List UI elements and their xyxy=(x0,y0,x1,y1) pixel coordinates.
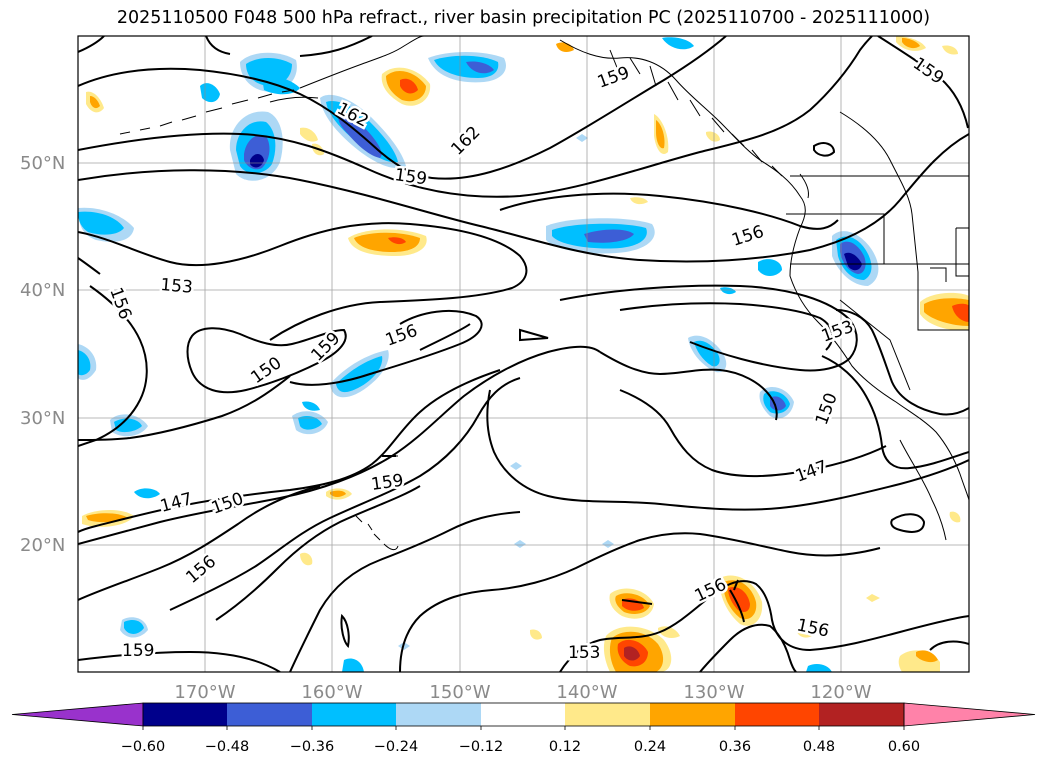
colorbar-segment xyxy=(735,703,819,726)
orange-feature xyxy=(949,511,961,523)
orange-feature xyxy=(902,38,920,49)
colorbar-frame xyxy=(142,702,905,727)
blue-feature xyxy=(720,287,736,295)
contours xyxy=(78,36,969,672)
lon-label-130w: 130°W xyxy=(683,682,744,703)
orange-feature xyxy=(658,626,680,638)
blue-feature xyxy=(844,252,862,271)
lat-label-20n: 20°N xyxy=(20,535,65,556)
blue-feature xyxy=(806,664,832,672)
orange-feature xyxy=(728,586,750,612)
colorbar-labels: −0.60 −0.48 −0.36 −0.24 −0.12 0.12 0.24 … xyxy=(121,739,920,755)
blue-feature xyxy=(250,154,264,168)
blue-feature xyxy=(134,488,160,499)
blue-feature xyxy=(78,350,91,376)
colorbar-segment xyxy=(650,703,735,726)
colorbar-tick-label: 0.60 xyxy=(888,739,920,755)
colorbar-extend-high xyxy=(903,702,1036,727)
colorbar-tick-label: 0.12 xyxy=(549,739,581,755)
colorbar-tick-label: −0.24 xyxy=(374,739,418,755)
orange-feature xyxy=(630,197,648,205)
blue-feature xyxy=(694,340,720,367)
blue-feature xyxy=(758,259,782,276)
graticule xyxy=(78,36,969,672)
blue-feature xyxy=(336,356,383,393)
contour-label: 153 xyxy=(568,643,600,663)
lon-labels: 170°W 160°W 150°W 140°W 130°W 120°W xyxy=(174,682,871,703)
colorbar-tick-label: −0.48 xyxy=(205,739,249,755)
orange-feature xyxy=(90,96,100,109)
lon-label-170w: 170°W xyxy=(174,682,235,703)
colorbar-segment xyxy=(143,703,227,726)
colorbar-tick-label: −0.60 xyxy=(121,739,165,755)
colorbar-segment xyxy=(227,703,312,726)
map-area: 162 162 159 159 159 159 159 159 159 156 … xyxy=(78,36,969,672)
blue-feature xyxy=(114,418,142,433)
orange-feature xyxy=(330,490,346,497)
blue-feature xyxy=(342,658,364,672)
colorbar-segment xyxy=(396,703,481,726)
lat-label-50n: 50°N xyxy=(20,153,65,174)
blue-feature xyxy=(510,462,522,470)
lon-label-160w: 160°W xyxy=(301,682,362,703)
orange-feature xyxy=(300,127,318,142)
colorbar-tick-label: 0.36 xyxy=(719,739,751,755)
blue-feature xyxy=(770,396,786,411)
orange-feature xyxy=(796,627,812,638)
lon-label-150w: 150°W xyxy=(429,682,490,703)
orange-feature xyxy=(530,629,542,640)
orange-feature xyxy=(624,646,640,661)
blue-feature xyxy=(124,620,144,634)
contour-label: 153 xyxy=(160,275,194,298)
blue-feature xyxy=(584,229,634,243)
orange-feature xyxy=(706,131,720,142)
lat-label-40n: 40°N xyxy=(20,280,65,301)
colorbar-segment xyxy=(565,703,650,726)
orange-feature xyxy=(942,45,958,55)
orange-feature xyxy=(300,552,313,566)
blue-feature xyxy=(298,416,322,430)
lat-label-30n: 30°N xyxy=(20,408,65,429)
orange-feature xyxy=(656,120,665,149)
lat-labels: 50°N 40°N 30°N 20°N xyxy=(20,153,65,556)
orange-feature xyxy=(916,650,938,663)
contour-label: 159 xyxy=(370,471,405,495)
orange-feature xyxy=(866,594,880,602)
map-frame xyxy=(77,35,970,673)
colorbar-tick-label: −0.36 xyxy=(290,739,334,755)
blue-feature xyxy=(602,540,614,548)
blue-feature xyxy=(302,401,320,411)
map-title: 2025110500 F048 500 hPa refract., river … xyxy=(116,8,931,28)
orange-feature xyxy=(354,232,420,252)
colorbar xyxy=(11,702,1036,730)
colorbar-segment xyxy=(312,703,396,726)
colorbar-tick-label: −0.12 xyxy=(459,739,503,755)
lon-label-120w: 120°W xyxy=(810,682,871,703)
colorbar-segment xyxy=(481,703,565,726)
lon-label-140w: 140°W xyxy=(556,682,617,703)
colorbar-extend-low xyxy=(11,702,144,727)
blue-feature xyxy=(576,134,588,142)
colorbar-tick-label: 0.24 xyxy=(634,739,666,755)
blue-feature xyxy=(662,37,694,50)
contour-label: 159 xyxy=(122,641,154,661)
blue-feature xyxy=(78,211,124,235)
coastlines xyxy=(119,36,969,551)
orange-feature xyxy=(388,237,406,245)
blue-feature xyxy=(466,61,494,74)
blue-feature xyxy=(514,540,526,548)
colorbar-tick-label: 0.48 xyxy=(803,739,835,755)
orange-feature xyxy=(400,78,418,94)
orange-feature xyxy=(952,303,969,322)
colorbar-segment xyxy=(819,703,904,726)
